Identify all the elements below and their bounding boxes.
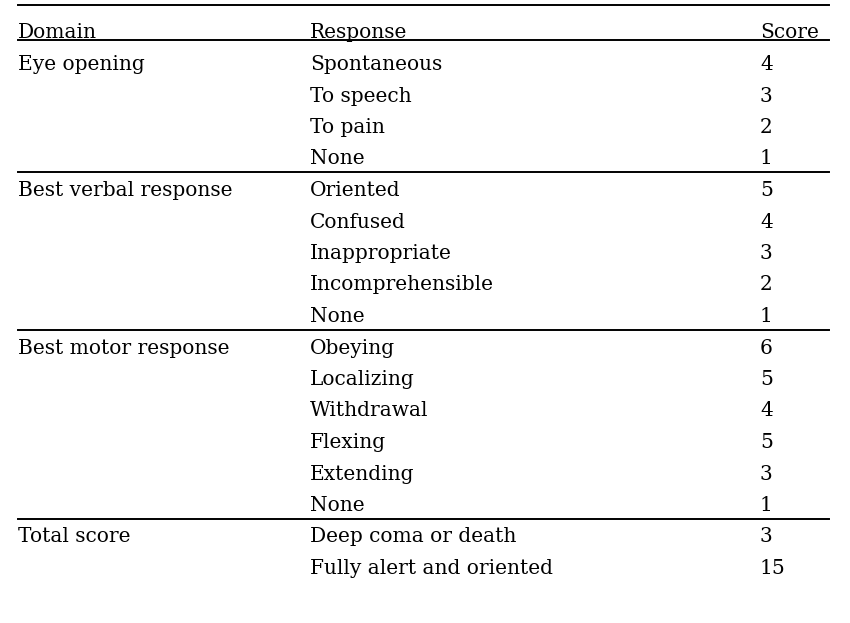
Text: 4: 4 [760,212,773,232]
Text: 1: 1 [760,307,773,326]
Text: Withdrawal: Withdrawal [310,401,428,421]
Text: 2: 2 [760,275,773,295]
Text: Obeying: Obeying [310,338,395,358]
Text: 5: 5 [760,370,773,389]
Text: 1: 1 [760,150,773,168]
Text: Total score: Total score [18,528,131,546]
Text: Best verbal response: Best verbal response [18,181,233,200]
Text: None: None [310,496,365,515]
Text: 15: 15 [760,559,785,578]
Text: Oriented: Oriented [310,181,400,200]
Text: 3: 3 [760,244,773,263]
Text: Flexing: Flexing [310,433,386,452]
Text: 4: 4 [760,55,773,74]
Text: Spontaneous: Spontaneous [310,55,442,74]
Text: Fully alert and oriented: Fully alert and oriented [310,559,553,578]
Text: Deep coma or death: Deep coma or death [310,528,516,546]
Text: 5: 5 [760,181,773,200]
Text: To speech: To speech [310,87,411,105]
Text: Score: Score [760,23,819,42]
Text: 3: 3 [760,528,773,546]
Text: Eye opening: Eye opening [18,55,145,74]
Text: Extending: Extending [310,465,415,483]
Text: Confused: Confused [310,212,405,232]
Text: To pain: To pain [310,118,385,137]
Text: None: None [310,307,365,326]
Text: Localizing: Localizing [310,370,415,389]
Text: Domain: Domain [18,23,97,42]
Text: Best motor response: Best motor response [18,338,230,358]
Text: Response: Response [310,23,407,42]
Text: 6: 6 [760,338,773,358]
Text: 3: 3 [760,465,773,483]
Text: 2: 2 [760,118,773,137]
Text: 4: 4 [760,401,773,421]
Text: 1: 1 [760,496,773,515]
Text: Inappropriate: Inappropriate [310,244,452,263]
Text: None: None [310,150,365,168]
Text: 3: 3 [760,87,773,105]
Text: Incomprehensible: Incomprehensible [310,275,494,295]
Text: 5: 5 [760,433,773,452]
